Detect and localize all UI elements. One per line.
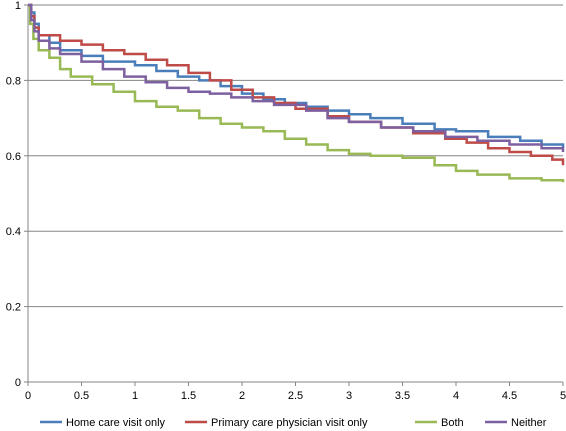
series-line-4: [28, 3, 565, 152]
y-tick-label: 0.8: [6, 75, 21, 87]
y-tick-labels: 0 0.2 0.4 0.6 0.8 1: [6, 0, 21, 389]
x-tick-label: 0.5: [74, 390, 89, 402]
series-line-3: [28, 3, 565, 183]
legend: Home care visit only Primary care physici…: [40, 417, 547, 429]
x-tick-label: 4.5: [502, 390, 517, 402]
axes: [24, 4, 564, 386]
x-tick-labels: 0 0.5 1 1.5 2 2.5 3 3.5 4 4.5 5: [25, 390, 566, 402]
series-lines: [28, 3, 565, 183]
x-tick-label: 0: [25, 390, 31, 402]
x-tick-label: 5: [560, 390, 566, 402]
x-tick-label: 1: [132, 390, 138, 402]
x-tick-label: 4: [453, 390, 459, 402]
y-tick-label: 1: [15, 0, 21, 12]
y-tick-label: 0.6: [6, 151, 21, 163]
x-tick-label: 1.5: [181, 390, 196, 402]
x-tick-label: 2: [239, 390, 245, 402]
legend-label-1: Home care visit only: [66, 417, 166, 429]
y-tick-label: 0.2: [6, 302, 21, 314]
legend-label-2: Primary care physician visit only: [211, 417, 368, 429]
x-tick-label: 2.5: [288, 390, 303, 402]
y-tick-label: 0: [15, 377, 21, 389]
gridlines: [28, 4, 563, 308]
legend-label-4: Neither: [511, 417, 547, 429]
series-line-1: [28, 3, 565, 149]
x-tick-label: 3: [346, 390, 352, 402]
y-tick-label: 0.4: [6, 226, 21, 238]
legend-label-3: Both: [441, 417, 464, 429]
x-tick-label: 3.5: [395, 390, 410, 402]
